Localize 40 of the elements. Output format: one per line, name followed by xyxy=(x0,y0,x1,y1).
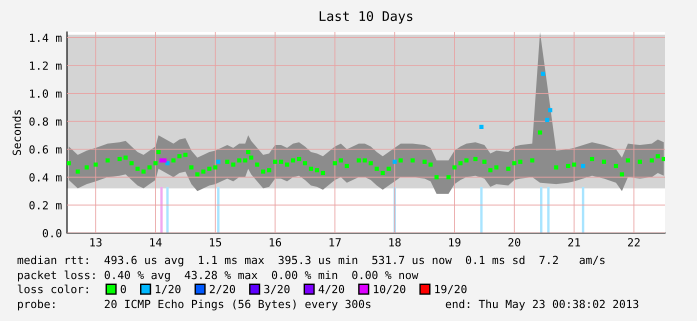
point xyxy=(392,160,397,164)
legend-label: 3/20 xyxy=(264,284,290,294)
x-tick-label: 13 xyxy=(90,238,102,247)
x-tick-label: 15 xyxy=(210,238,222,247)
legend-label: 19/20 xyxy=(435,284,467,294)
legend-label: 4/20 xyxy=(318,284,344,294)
y-tick-label: 0.4 m xyxy=(29,173,62,182)
point xyxy=(580,164,586,168)
y-tick-label: 1.2 m xyxy=(30,62,62,70)
x-tick-label: 18 xyxy=(389,238,401,247)
legend-title: loss color: xyxy=(18,284,88,294)
text: probe: 20 ICMP Echo Pings (56 Bytes) every 300s end: Thu May 23 00:38:02 2013 xyxy=(18,300,638,310)
text: median rtt: 493.6 us avg 1.1 ms max 395.3 us min 531.7 us now 0.1 ms sd 7.2 am/s xyxy=(18,256,605,266)
point xyxy=(548,108,552,112)
y-tick-label: 0.0 xyxy=(42,229,62,238)
x-tick-label: 20 xyxy=(508,238,520,247)
point xyxy=(162,158,167,162)
x-tick-label: 22 xyxy=(628,238,640,246)
text: packet loss: 0.40 % avg 43.28 % max 0.00 % min 0.00 % now xyxy=(18,270,418,282)
point xyxy=(216,160,220,164)
y-tick-label: 1.0 m xyxy=(30,89,62,98)
x-tick-label: 16 xyxy=(270,238,282,247)
chart-title: Last 10 Days xyxy=(320,11,412,24)
x-tick-label: 14 xyxy=(150,238,162,246)
x-tick-label: 21 xyxy=(568,238,580,246)
x-tick-label: 19 xyxy=(449,238,460,247)
y-tick-label: 0.2 m xyxy=(29,201,62,210)
point xyxy=(545,118,550,122)
y-axis-title: Seconds xyxy=(12,110,21,156)
point xyxy=(540,72,546,76)
x-tick-label: 17 xyxy=(330,238,341,246)
legend-label: 1/20 xyxy=(156,284,181,294)
legend-label: 2/20 xyxy=(210,284,236,294)
point xyxy=(165,161,170,166)
y-tick-label: 0.8 m xyxy=(29,117,62,126)
legend-label: 0 xyxy=(120,284,126,294)
point xyxy=(479,124,484,129)
y-tick-label: 0.6 m xyxy=(29,145,62,154)
y-tick-label: 1.4 m xyxy=(30,34,62,42)
legend-label: 10/20 xyxy=(374,284,406,294)
